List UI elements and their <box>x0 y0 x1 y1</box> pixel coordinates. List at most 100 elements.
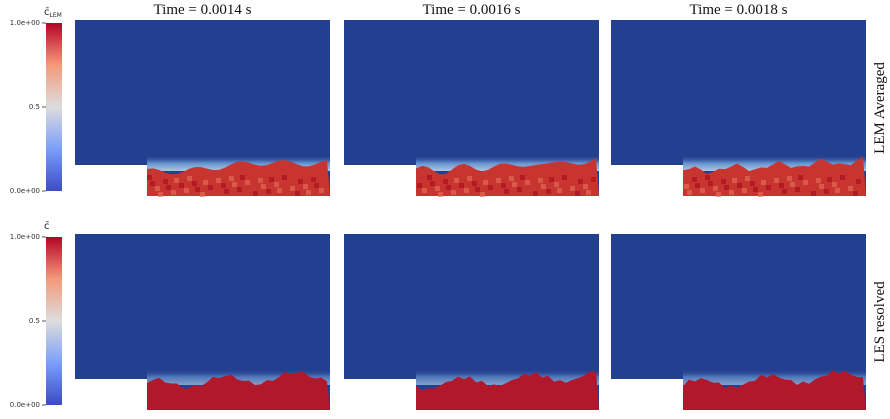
patch <box>575 191 580 196</box>
colorbar-title: c̄LEM <box>44 7 62 19</box>
patch <box>224 189 229 194</box>
patch <box>179 183 184 188</box>
patch <box>795 187 800 192</box>
patch <box>311 177 316 182</box>
patch <box>745 176 750 181</box>
patch <box>578 179 583 184</box>
patch <box>705 175 710 180</box>
colorbar-tick-label: 0.0e+00 <box>10 187 40 195</box>
colorbar-tick-label: 0.5 <box>29 103 40 111</box>
patch <box>716 192 721 197</box>
patch <box>774 178 779 183</box>
patch <box>216 178 221 183</box>
patch <box>171 190 176 195</box>
patch <box>221 183 226 188</box>
patch <box>811 191 816 196</box>
burnt-region <box>147 371 330 410</box>
domain-upper <box>75 234 330 379</box>
patch <box>761 180 766 185</box>
burnt-region <box>147 160 330 196</box>
patch <box>319 188 324 193</box>
patch <box>557 188 562 193</box>
colorbar-tick-label: 1.0e+00 <box>10 19 40 27</box>
colorbar <box>46 237 62 405</box>
patch <box>835 188 840 193</box>
patch <box>187 176 192 181</box>
patch <box>787 176 792 181</box>
patch <box>779 183 784 188</box>
patch <box>732 178 737 183</box>
patch <box>520 175 525 180</box>
patch <box>467 176 472 181</box>
patch <box>150 181 155 186</box>
patch <box>737 183 742 188</box>
patch <box>753 187 758 192</box>
patch <box>174 178 179 183</box>
colorbar-tick-label: 0.0e+00 <box>10 401 40 409</box>
colorbar-title: c̄ <box>44 221 50 232</box>
colorbar-tick-label: 1.0e+00 <box>10 233 40 241</box>
column-title: Time = 0.0018 s <box>690 2 788 18</box>
patch <box>422 188 427 193</box>
patch <box>253 191 258 196</box>
patch <box>488 185 493 190</box>
patch <box>454 178 459 183</box>
patch <box>848 186 853 191</box>
patch <box>700 188 705 193</box>
patch <box>729 190 734 195</box>
patch <box>782 189 787 194</box>
patch <box>306 190 311 195</box>
row-label: LEM Averaged <box>872 62 888 154</box>
patch <box>583 184 588 189</box>
patch <box>517 187 522 192</box>
burnt-region <box>683 370 866 410</box>
patch <box>155 186 160 191</box>
patch <box>163 179 168 184</box>
patch <box>554 182 559 187</box>
patch <box>443 179 448 184</box>
column-title: Time = 0.0016 s <box>423 2 521 18</box>
patch <box>570 186 575 191</box>
patch <box>451 190 456 195</box>
patch <box>724 185 729 190</box>
patch <box>203 180 208 185</box>
patch <box>290 186 295 191</box>
patch <box>509 176 514 181</box>
patch <box>549 177 554 182</box>
patch <box>684 184 689 189</box>
patch <box>695 183 700 188</box>
patch <box>840 175 845 180</box>
patch <box>853 191 858 196</box>
patch <box>314 183 319 188</box>
patch <box>816 178 821 183</box>
patch <box>446 185 451 190</box>
patch <box>184 188 189 193</box>
patch <box>496 178 501 183</box>
domain-upper <box>611 234 866 379</box>
patch <box>298 179 303 184</box>
patch <box>282 175 287 180</box>
patch <box>533 191 538 196</box>
patch <box>591 177 596 182</box>
patch <box>195 187 200 192</box>
column-title: Time = 0.0014 s <box>154 2 252 18</box>
patch <box>525 180 530 185</box>
patch <box>430 181 435 186</box>
domain-upper <box>611 20 866 165</box>
patch <box>475 187 480 192</box>
patch <box>277 188 282 193</box>
patch <box>483 180 488 185</box>
patch <box>435 186 440 191</box>
patch <box>750 181 755 186</box>
patch <box>232 182 237 187</box>
colorbar-tick-label: 0.5 <box>29 317 40 325</box>
patch <box>742 188 747 193</box>
patch <box>819 184 824 189</box>
patch <box>512 182 517 187</box>
patch <box>237 187 242 192</box>
colorbar-title-subscript: LEM <box>50 12 62 19</box>
patch <box>758 192 763 197</box>
patch <box>208 185 213 190</box>
patch <box>229 176 234 181</box>
